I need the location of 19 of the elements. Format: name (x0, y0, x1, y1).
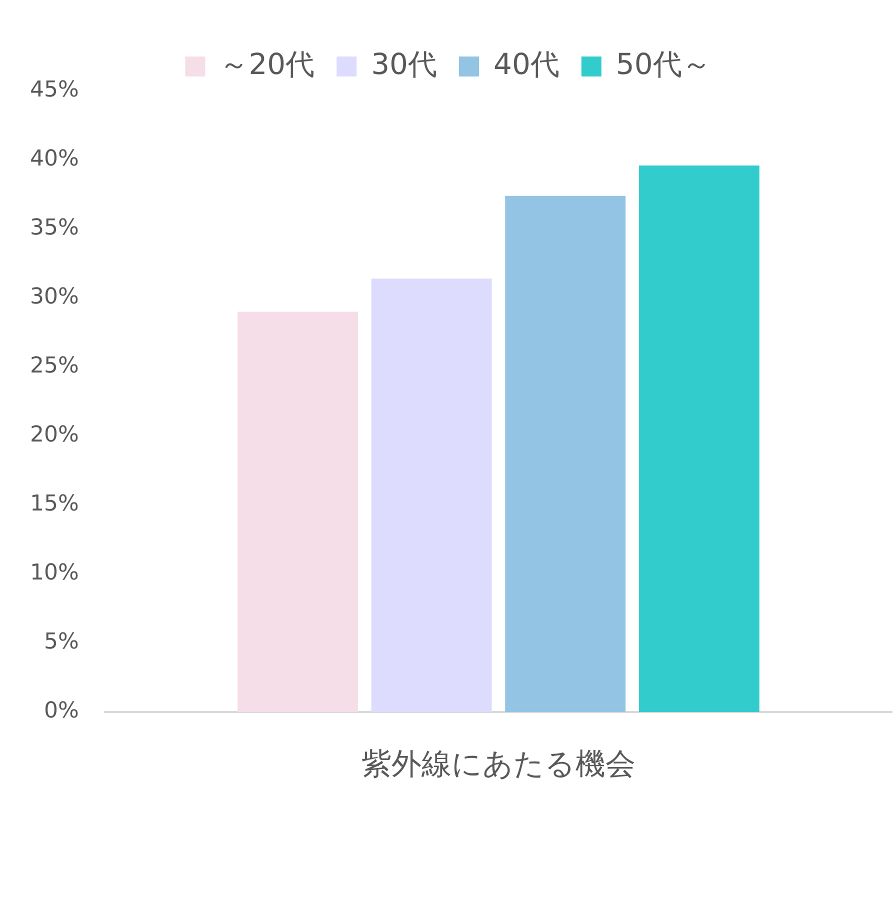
x-tick-label: 紫外線にあたる機会 (361, 746, 636, 782)
y-tick-label: 25% (30, 354, 79, 379)
bar (505, 196, 626, 712)
bar (371, 278, 492, 712)
bar (638, 166, 760, 712)
legend-label: 40代 (494, 47, 560, 82)
y-tick-label: 20% (30, 422, 79, 448)
y-tick-label: 30% (30, 284, 79, 310)
legend-label: 50代～ (616, 47, 711, 82)
y-tick-label: 15% (30, 492, 79, 517)
y-tick-label: 0% (44, 698, 79, 724)
legend-label: 30代 (371, 47, 438, 82)
bar (238, 312, 358, 712)
y-tick-label: 45% (30, 78, 79, 103)
legend-label: ～20代 (220, 47, 315, 82)
y-tick-label: 35% (30, 216, 79, 241)
y-tick-label: 5% (44, 630, 79, 655)
y-tick-label: 40% (30, 146, 79, 172)
y-tick-label: 10% (30, 560, 79, 586)
